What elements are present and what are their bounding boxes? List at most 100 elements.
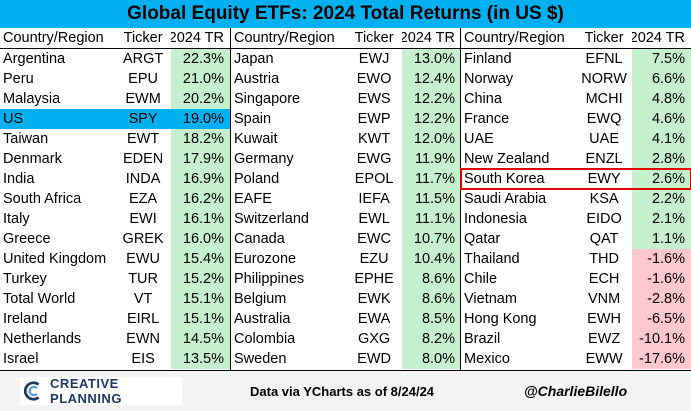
table-row: Total World VT 15.1% bbox=[0, 289, 230, 309]
country-cell: Eurozone bbox=[234, 251, 297, 267]
country-cell: Canada bbox=[234, 231, 285, 247]
table-row: Kuwait KWT 12.0% bbox=[231, 129, 461, 149]
return-cell: 11.1% bbox=[401, 209, 461, 229]
column-header-country: Country/Region bbox=[464, 30, 565, 46]
ticker-cell: EWH bbox=[587, 311, 622, 327]
return-cell: 6.6% bbox=[631, 69, 691, 89]
return-cell: 10.4% bbox=[401, 249, 461, 269]
column-header-row: Country/Region Ticker 2024 TR bbox=[461, 28, 691, 49]
table-row: Ireland EIRL 15.1% bbox=[0, 309, 230, 329]
country-cell: Norway bbox=[464, 71, 514, 87]
return-cell: 12.2% bbox=[401, 89, 461, 109]
ticker-cell: EWA bbox=[357, 311, 391, 327]
table-row: Singapore EWS 12.2% bbox=[231, 89, 461, 109]
country-cell: Spain bbox=[234, 111, 272, 127]
return-cell: 13.5% bbox=[170, 349, 230, 369]
table-row: Italy EWI 16.1% bbox=[0, 209, 230, 229]
ticker-cell: ECH bbox=[588, 271, 620, 287]
ticker-cell: SPY bbox=[128, 111, 158, 127]
ticker-cell: VNM bbox=[587, 291, 621, 307]
return-cell: -6.5% bbox=[631, 309, 691, 329]
country-cell: Belgium bbox=[234, 291, 287, 307]
ticker-cell: EWK bbox=[357, 291, 391, 307]
ticker-cell: VT bbox=[133, 291, 153, 307]
return-cell: 14.5% bbox=[170, 329, 230, 349]
logo-mark-icon bbox=[24, 381, 40, 401]
country-cell: Total World bbox=[3, 291, 76, 307]
return-cell: 2.2% bbox=[631, 189, 691, 209]
ticker-cell: EWG bbox=[356, 151, 392, 167]
table-row: Denmark EDEN 17.9% bbox=[0, 149, 230, 169]
table-row: Switzerland EWL 11.1% bbox=[231, 209, 461, 229]
table-row: Poland EPOL 11.7% bbox=[231, 169, 461, 189]
table-row: Greece GREK 16.0% bbox=[0, 229, 230, 249]
ticker-cell: EWQ bbox=[586, 111, 622, 127]
ticker-cell: EWM bbox=[125, 91, 161, 107]
return-cell: -1.6% bbox=[631, 269, 691, 289]
column-header-tr: 2024 TR bbox=[401, 30, 455, 46]
return-cell: -10.1% bbox=[631, 329, 691, 349]
table-row: Belgium EWK 8.6% bbox=[231, 289, 461, 309]
return-cell: 20.2% bbox=[170, 89, 230, 109]
return-cell: 12.4% bbox=[401, 69, 461, 89]
return-cell: 13.0% bbox=[401, 49, 461, 69]
table-panel-2: Country/Region Ticker 2024 TR Japan EWJ 13.0%… bbox=[230, 28, 461, 370]
ticker-cell: EWO bbox=[356, 71, 392, 87]
return-cell: 16.0% bbox=[170, 229, 230, 249]
author-handle: @CharlieBilello bbox=[524, 383, 628, 399]
return-cell: 19.0% bbox=[170, 109, 230, 129]
country-cell: Switzerland bbox=[234, 211, 309, 227]
country-cell: Poland bbox=[234, 171, 280, 187]
table-row: Sweden EWD 8.0% bbox=[231, 349, 461, 369]
table-row: France EWQ 4.6% bbox=[461, 109, 691, 129]
table-panel-1: Country/Region Ticker 2024 TR Argentina ARGT… bbox=[0, 28, 230, 370]
country-cell: Japan bbox=[234, 51, 274, 67]
country-cell: Netherlands bbox=[3, 331, 82, 347]
table-row: Japan EWJ 13.0% bbox=[231, 49, 461, 69]
return-cell: 15.1% bbox=[170, 289, 230, 309]
country-cell: Sweden bbox=[234, 351, 287, 367]
country-cell: Kuwait bbox=[234, 131, 278, 147]
table-row: Chile ECH -1.6% bbox=[461, 269, 691, 289]
country-cell: Indonesia bbox=[464, 211, 527, 227]
ticker-cell: GXG bbox=[357, 331, 391, 347]
ticker-cell: EFNL bbox=[585, 51, 623, 67]
return-cell: 12.0% bbox=[401, 129, 461, 149]
return-cell: 16.9% bbox=[170, 169, 230, 189]
return-cell: 21.0% bbox=[170, 69, 230, 89]
table-row: UAE UAE 4.1% bbox=[461, 129, 691, 149]
column-header-ticker: Ticker bbox=[123, 30, 163, 46]
table-row: South Korea EWY 2.6% bbox=[460, 168, 691, 190]
ticker-cell: KSA bbox=[589, 191, 619, 207]
ticker-cell: EWD bbox=[357, 351, 392, 367]
table-row: Finland EFNL 7.5% bbox=[461, 49, 691, 69]
ticker-cell: EWC bbox=[357, 231, 392, 247]
country-cell: China bbox=[464, 91, 502, 107]
ticker-cell: EDEN bbox=[122, 151, 164, 167]
table-row: Indonesia EIDO 2.1% bbox=[461, 209, 691, 229]
ticker-cell: EIDO bbox=[586, 211, 622, 227]
country-cell: UAE bbox=[464, 131, 494, 147]
return-cell: 16.1% bbox=[170, 209, 230, 229]
return-cell: 2.6% bbox=[631, 169, 691, 189]
return-cell: -1.6% bbox=[631, 249, 691, 269]
table-row: India INDA 16.9% bbox=[0, 169, 230, 189]
table-row: Canada EWC 10.7% bbox=[231, 229, 461, 249]
ticker-cell: EWY bbox=[587, 171, 621, 187]
table-row: Taiwan EWT 18.2% bbox=[0, 129, 230, 149]
return-cell: 7.5% bbox=[631, 49, 691, 69]
ticker-cell: KWT bbox=[357, 131, 391, 147]
ticker-cell: EWW bbox=[585, 351, 623, 367]
table-row: Eurozone EZU 10.4% bbox=[231, 249, 461, 269]
ticker-cell: EPOL bbox=[354, 171, 394, 187]
ticker-cell: THD bbox=[589, 251, 619, 267]
return-cell: 8.2% bbox=[401, 329, 461, 349]
country-cell: New Zealand bbox=[464, 151, 550, 167]
column-header-tr: 2024 TR bbox=[631, 30, 685, 46]
country-cell: Turkey bbox=[3, 271, 47, 287]
country-cell: France bbox=[464, 111, 510, 127]
country-cell: Singapore bbox=[234, 91, 301, 107]
footer: CREATIVE PLANNING Data via YCharts as of… bbox=[0, 370, 691, 411]
ticker-cell: UAE bbox=[589, 131, 619, 147]
country-cell: Ireland bbox=[3, 311, 48, 327]
